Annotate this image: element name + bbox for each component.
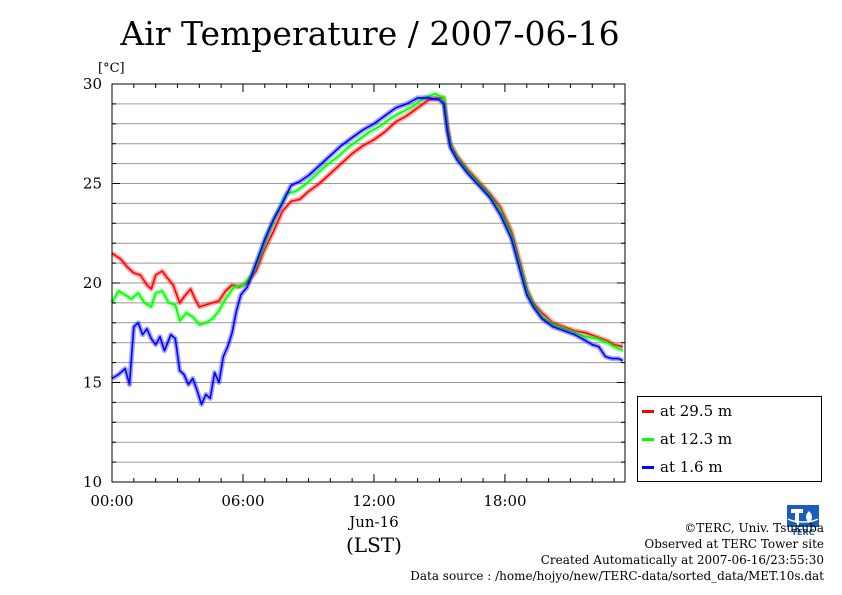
chart-title: Air Temperature / 2007-06-16 bbox=[120, 14, 620, 53]
legend-item-12-3m: at 12.3 m bbox=[642, 428, 732, 450]
grid bbox=[112, 103, 625, 463]
legend-item-1-6m: at 1.6 m bbox=[642, 456, 723, 478]
logo-text: TERC bbox=[792, 528, 815, 537]
legend-swatch-blue bbox=[642, 465, 654, 469]
y-tick-label: 10 bbox=[83, 473, 102, 491]
x-axis-date: Jun-16 bbox=[347, 513, 399, 531]
legend-item-29-5m: at 29.5 m bbox=[642, 400, 732, 422]
x-axis-label: (LST) bbox=[346, 533, 402, 557]
x-tick-label: 12:00 bbox=[352, 492, 395, 510]
y-tick-label: 25 bbox=[83, 175, 102, 193]
legend-swatch-red bbox=[642, 409, 654, 413]
legend: at 29.5 m at 12.3 m at 1.6 m bbox=[637, 396, 822, 482]
y-axis-unit: [°C] bbox=[98, 61, 125, 76]
series-line-2 bbox=[111, 97, 624, 406]
x-tick-label: 00:00 bbox=[90, 492, 133, 510]
x-tick-label: 06:00 bbox=[221, 492, 264, 510]
y-tick-label: 15 bbox=[83, 374, 102, 392]
data-source-text: Data source : /home/hojyo/new/TERC-data/… bbox=[410, 569, 824, 583]
series-line-1 bbox=[111, 93, 624, 352]
axis-ticks: 10 15 20 25 30 00:00 06:00 12:00 18:00 bbox=[83, 75, 625, 510]
terc-logo-icon: TERC bbox=[783, 501, 823, 537]
legend-label: at 1.6 m bbox=[660, 458, 723, 476]
legend-swatch-green bbox=[642, 437, 654, 441]
observed-text: Observed at TERC Tower site bbox=[644, 537, 824, 551]
created-text: Created Automatically at 2007-06-16/23:5… bbox=[540, 553, 824, 567]
legend-label: at 29.5 m bbox=[660, 402, 733, 420]
legend-label: at 12.3 m bbox=[660, 430, 733, 448]
y-tick-label: 30 bbox=[83, 75, 102, 93]
y-tick-label: 20 bbox=[83, 274, 102, 292]
series-lines bbox=[109, 91, 624, 407]
copyright-text: ©TERC, Univ. Tsukuba bbox=[684, 521, 824, 535]
x-tick-label: 18:00 bbox=[483, 492, 526, 510]
credits: ©TERC, Univ. Tsukuba Observed at TERC To… bbox=[410, 520, 824, 584]
